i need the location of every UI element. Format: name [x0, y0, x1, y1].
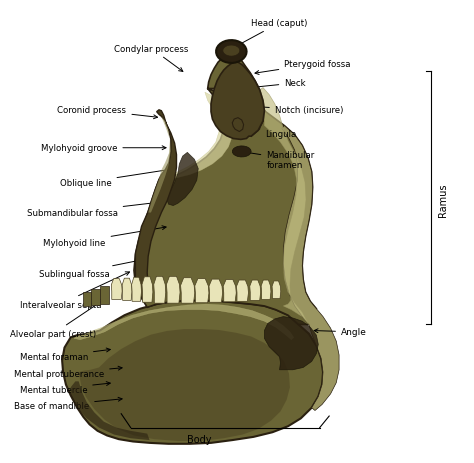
Polygon shape	[71, 382, 150, 440]
Polygon shape	[83, 293, 91, 307]
Text: Body: Body	[187, 434, 211, 444]
Polygon shape	[154, 277, 166, 304]
Polygon shape	[282, 126, 339, 411]
Text: Mandibular
foramen: Mandibular foramen	[245, 150, 315, 169]
Text: Notch (incisure): Notch (incisure)	[250, 106, 343, 115]
Polygon shape	[74, 305, 294, 340]
Text: Sublingual fossa: Sublingual fossa	[38, 259, 144, 278]
Text: Condylar process: Condylar process	[114, 44, 189, 72]
Text: Mylohyoid groove: Mylohyoid groove	[41, 144, 166, 153]
Polygon shape	[148, 117, 171, 213]
Polygon shape	[223, 46, 240, 57]
Text: Mental foraman: Mental foraman	[19, 348, 110, 362]
Polygon shape	[142, 277, 153, 303]
Text: Head (caput): Head (caput)	[236, 19, 308, 47]
Polygon shape	[166, 277, 180, 304]
Polygon shape	[91, 289, 100, 306]
Text: Pterygoid fossa: Pterygoid fossa	[255, 60, 351, 75]
Polygon shape	[209, 280, 223, 303]
Polygon shape	[250, 281, 261, 301]
Polygon shape	[111, 279, 122, 300]
Text: Lingula: Lingula	[246, 125, 297, 139]
Polygon shape	[122, 279, 132, 301]
Text: Ramus: Ramus	[438, 183, 447, 217]
Polygon shape	[62, 301, 323, 444]
Polygon shape	[232, 119, 244, 132]
Text: Angle: Angle	[314, 328, 367, 337]
Polygon shape	[167, 153, 198, 206]
Polygon shape	[181, 278, 195, 304]
Polygon shape	[211, 63, 264, 140]
Text: Mental tubercle: Mental tubercle	[19, 382, 110, 394]
Text: Interalveolar septa: Interalveolar septa	[19, 272, 129, 309]
Text: Alveolar part (crest): Alveolar part (crest)	[10, 299, 105, 338]
Polygon shape	[79, 329, 290, 441]
Polygon shape	[264, 317, 318, 370]
Polygon shape	[232, 147, 251, 157]
Polygon shape	[261, 281, 271, 300]
Text: Mental protuberance: Mental protuberance	[14, 366, 122, 378]
Polygon shape	[100, 286, 109, 305]
Polygon shape	[216, 41, 246, 64]
Polygon shape	[132, 278, 141, 302]
Text: Oblique line: Oblique line	[60, 169, 172, 188]
Polygon shape	[237, 281, 248, 302]
Polygon shape	[272, 282, 281, 299]
Text: Neck: Neck	[254, 79, 306, 89]
Text: Coronid process: Coronid process	[57, 106, 157, 119]
Polygon shape	[134, 55, 317, 325]
Polygon shape	[260, 88, 309, 325]
Polygon shape	[168, 93, 232, 178]
Polygon shape	[136, 111, 176, 300]
Text: Base of mandible: Base of mandible	[14, 397, 122, 411]
Text: Submandibular fossa: Submandibular fossa	[27, 200, 166, 218]
Text: Mylohyoid line: Mylohyoid line	[43, 226, 166, 248]
Polygon shape	[223, 280, 236, 302]
Polygon shape	[195, 279, 209, 303]
